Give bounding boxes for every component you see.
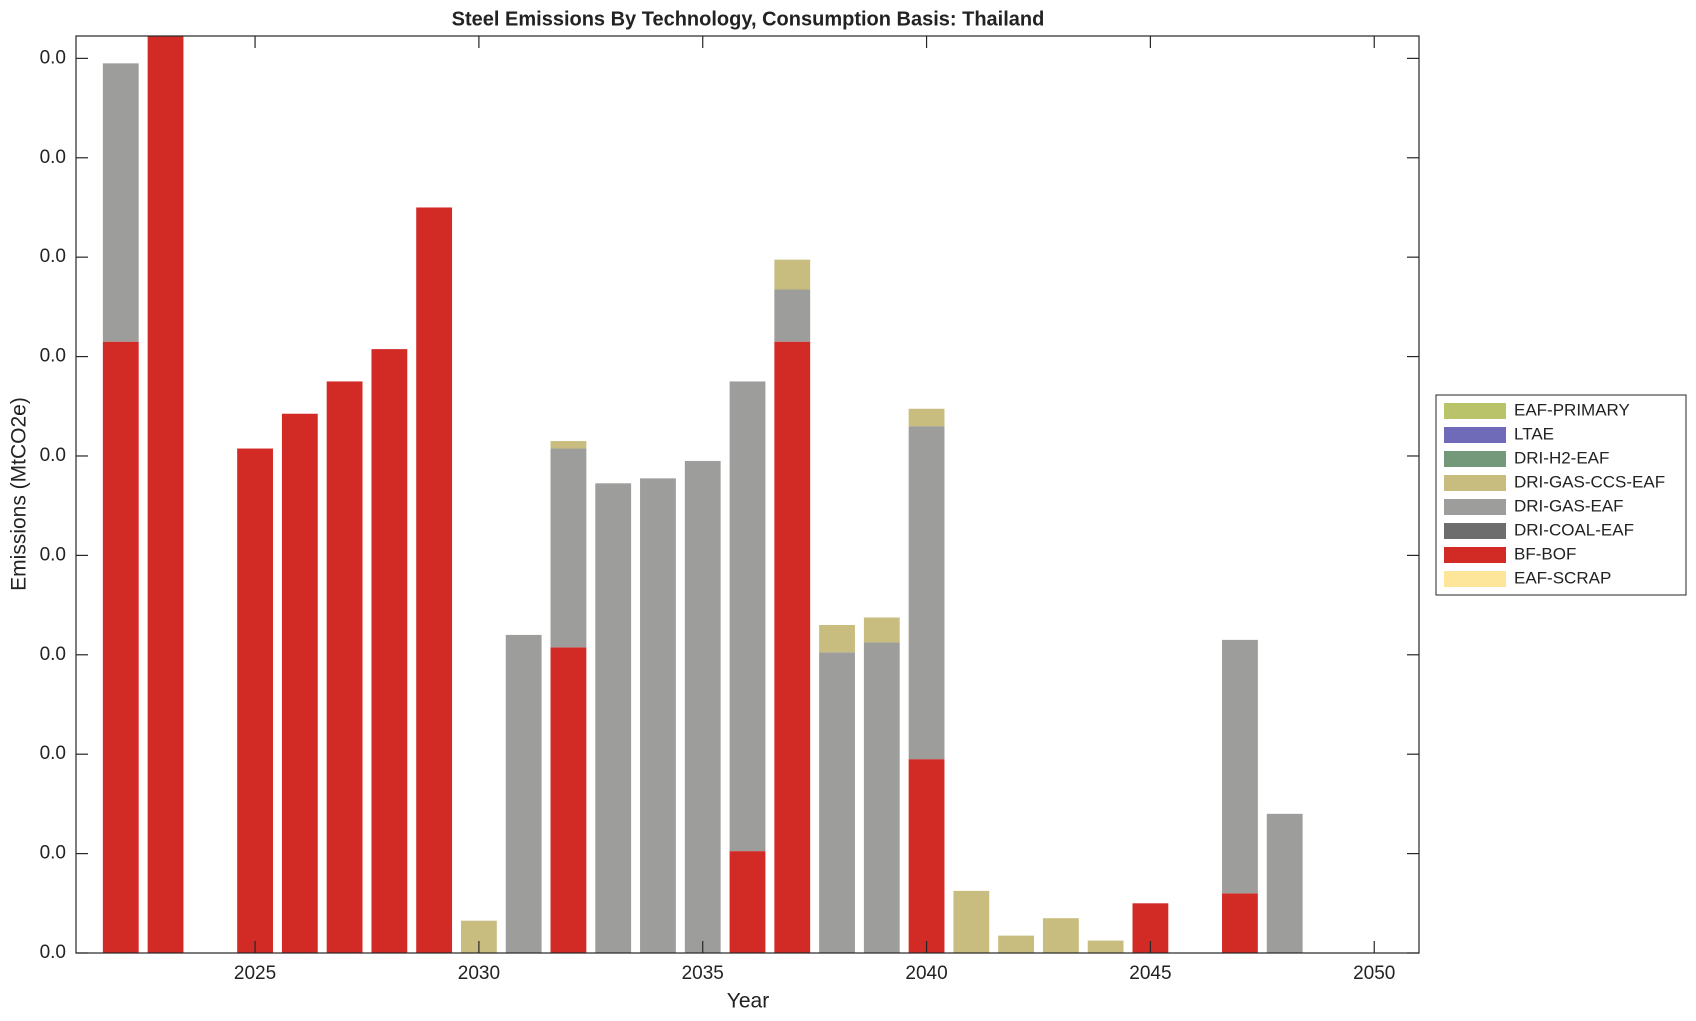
legend-label: DRI-COAL-EAF bbox=[1514, 520, 1634, 539]
legend-swatch bbox=[1444, 427, 1506, 443]
bar-segment bbox=[147, 36, 184, 953]
bar-segment bbox=[281, 413, 318, 953]
x-tick-label: 2040 bbox=[905, 963, 947, 984]
bar-segment bbox=[908, 426, 945, 760]
legend-swatch bbox=[1444, 475, 1506, 491]
bar-segment bbox=[102, 63, 139, 342]
bar-segment bbox=[819, 624, 855, 653]
y-tick-label: 0.0 bbox=[40, 743, 66, 764]
y-tick-label: 0.0 bbox=[40, 942, 66, 963]
x-tick-label: 2045 bbox=[1129, 963, 1171, 984]
bar-segment bbox=[371, 349, 408, 953]
y-tick-label: 0.0 bbox=[40, 147, 66, 168]
bar-segment bbox=[416, 207, 453, 953]
bar-segment bbox=[863, 617, 900, 643]
x-tick-label: 2025 bbox=[234, 963, 276, 984]
legend-label: EAF-SCRAP bbox=[1514, 568, 1611, 587]
legend-box bbox=[1435, 394, 1687, 596]
bar-segment bbox=[729, 381, 766, 852]
bar-segment bbox=[819, 652, 855, 953]
bar-segment bbox=[1087, 940, 1124, 953]
y-tick-label: 0.0 bbox=[40, 445, 66, 466]
y-tick-label: 0.0 bbox=[40, 644, 66, 665]
x-tick-label: 2030 bbox=[458, 963, 500, 984]
bar-segment bbox=[908, 408, 945, 427]
bar-segment bbox=[1266, 813, 1303, 953]
plot-frame bbox=[75, 35, 1420, 954]
bar-segment bbox=[550, 448, 587, 648]
x-axis-label: Year bbox=[727, 990, 769, 1013]
bar-segment bbox=[774, 289, 811, 342]
bar-segment bbox=[640, 478, 676, 953]
bar-segment bbox=[684, 460, 721, 953]
legend-label: EAF-PRIMARY bbox=[1514, 400, 1630, 419]
bar-segment bbox=[1042, 918, 1079, 953]
legend-swatch bbox=[1444, 451, 1506, 467]
bar-segment bbox=[729, 851, 766, 953]
y-tick-label: 0.0 bbox=[40, 47, 66, 68]
bar-segment bbox=[505, 634, 542, 953]
legend-swatch bbox=[1444, 523, 1506, 539]
bar-segment bbox=[863, 642, 900, 953]
legend-label: LTAE bbox=[1514, 424, 1554, 443]
x-tick-label: 2050 bbox=[1353, 963, 1395, 984]
y-tick-label: 0.0 bbox=[40, 544, 66, 565]
bar-segment bbox=[1222, 893, 1258, 953]
bar-segment bbox=[237, 448, 273, 953]
chart-title: Steel Emissions By Technology, Consumpti… bbox=[452, 8, 1045, 30]
bar-segment bbox=[595, 483, 632, 953]
legend-swatch bbox=[1444, 499, 1506, 515]
legend-label: DRI-GAS-CCS-EAF bbox=[1514, 472, 1665, 491]
bar-segment bbox=[774, 259, 811, 290]
bar-segment bbox=[550, 647, 587, 953]
legend-label: DRI-GAS-EAF bbox=[1514, 496, 1624, 515]
legend-swatch bbox=[1444, 547, 1506, 563]
legend-label: DRI-H2-EAF bbox=[1514, 448, 1609, 467]
legend-swatch bbox=[1444, 403, 1506, 419]
bar-segment bbox=[953, 890, 990, 953]
bar-segment bbox=[1222, 639, 1258, 894]
legend-swatch bbox=[1444, 571, 1506, 587]
y-axis-label: Emissions (MtCO2e) bbox=[8, 397, 31, 591]
bar-segment bbox=[326, 381, 363, 953]
y-tick-label: 0.0 bbox=[40, 246, 66, 267]
bar-segment bbox=[998, 935, 1035, 953]
bar-segment bbox=[550, 441, 587, 449]
bar-segment bbox=[102, 341, 139, 953]
bar-segment bbox=[908, 759, 945, 953]
y-tick-label: 0.0 bbox=[40, 843, 66, 864]
x-tick-label: 2035 bbox=[682, 963, 724, 984]
legend-label: BF-BOF bbox=[1514, 544, 1576, 563]
y-tick-label: 0.0 bbox=[40, 346, 66, 367]
plot-area bbox=[102, 36, 1303, 953]
bar-segment bbox=[774, 341, 811, 953]
